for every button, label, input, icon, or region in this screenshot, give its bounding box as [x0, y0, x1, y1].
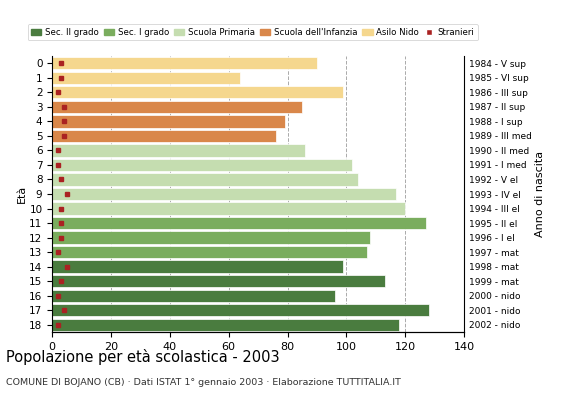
Bar	[52, 318, 399, 331]
Bar	[52, 202, 405, 215]
Bar	[52, 144, 305, 156]
Legend: Sec. II grado, Sec. I grado, Scuola Primaria, Scuola dell'Infanzia, Asilo Nido, : Sec. II grado, Sec. I grado, Scuola Prim…	[28, 24, 478, 40]
Bar	[52, 232, 370, 244]
Bar	[52, 246, 367, 258]
Bar	[52, 217, 426, 229]
Bar	[52, 173, 358, 186]
Bar	[52, 188, 396, 200]
Bar	[52, 57, 317, 70]
Bar	[52, 260, 343, 273]
Bar	[52, 304, 429, 316]
Text: COMUNE DI BOJANO (CB) · Dati ISTAT 1° gennaio 2003 · Elaborazione TUTTITALIA.IT: COMUNE DI BOJANO (CB) · Dati ISTAT 1° ge…	[6, 378, 401, 387]
Bar	[52, 290, 335, 302]
Bar	[52, 130, 276, 142]
Bar	[52, 86, 343, 98]
Y-axis label: Anno di nascita: Anno di nascita	[535, 151, 545, 237]
Y-axis label: Età: Età	[16, 185, 27, 203]
Bar	[52, 101, 302, 113]
Bar	[52, 115, 285, 128]
Text: Popolazione per età scolastica - 2003: Popolazione per età scolastica - 2003	[6, 349, 280, 365]
Bar	[52, 275, 385, 287]
Bar	[52, 72, 241, 84]
Bar	[52, 159, 352, 171]
